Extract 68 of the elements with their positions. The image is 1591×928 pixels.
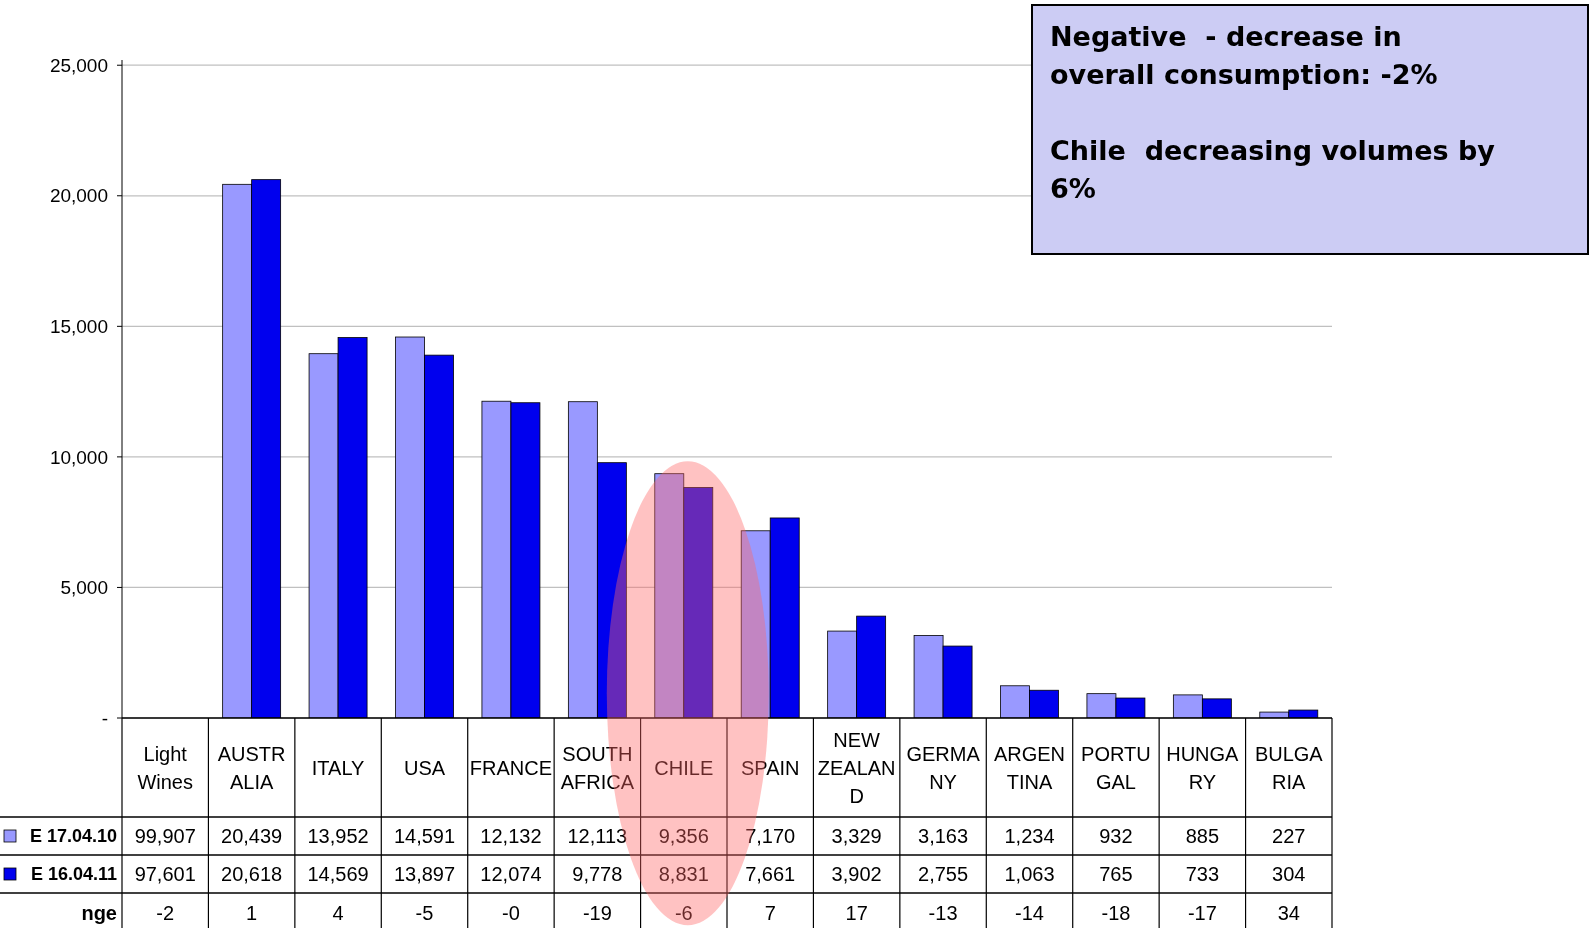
x-tick-label: USA (403, 756, 446, 779)
text: 4 (332, 901, 344, 924)
text: -14 (1015, 901, 1044, 924)
data-label: 1,234 (1004, 825, 1055, 847)
x-tick-label: BULGA RIA (1254, 742, 1324, 793)
text: -13 (928, 901, 958, 924)
text: -2 (156, 901, 175, 924)
x-tick-label: ITALY (311, 756, 365, 779)
data-label: 765 (1099, 863, 1133, 885)
data-label: 12,113 (567, 825, 628, 847)
y-tick-label: 5,000 (60, 577, 108, 599)
data-label: 3,902 (831, 863, 882, 885)
x-tick-label: SOUTH AFRICA (560, 742, 635, 793)
data-label: 885 (1185, 825, 1220, 847)
data-label: 932 (1099, 825, 1133, 847)
x-tick-label: SPAIN (740, 756, 800, 779)
data-label: 733 (1185, 863, 1220, 885)
data-label: 13,952 (307, 825, 369, 847)
data-label: 304 (1272, 863, 1306, 885)
text: -0 (502, 901, 520, 924)
x-tick-label: Light Wines (137, 742, 193, 793)
legend-label: E 17.04.10 (29, 826, 117, 847)
data-label: 9,356 (658, 825, 709, 847)
text: -5 (415, 901, 434, 924)
data-label: 14,569 (307, 863, 369, 885)
x-tick-label: ARGEN TINA (993, 742, 1066, 793)
text: 7 (764, 901, 776, 924)
text: -18 (1101, 901, 1131, 924)
text: 97,601 (134, 863, 196, 885)
data-label: 7,170 (745, 825, 796, 847)
y-tick-label: - (101, 707, 108, 729)
note-box: Negative - decrease in overall consumption: -2% Chile decreasing volumes by 6% (1031, 4, 1589, 255)
data-label: 9,778 (572, 863, 623, 885)
annotation: Chile decreasing volumes by 6% (1050, 135, 1496, 204)
x-tick-label: PORTU GAL (1081, 742, 1151, 793)
data-label: 7,661 (745, 863, 796, 885)
text: -6 (674, 901, 693, 924)
data-label: 12,132 (480, 825, 542, 847)
data-label: 20,618 (221, 863, 283, 885)
annotation: Negative - decrease in overall consumption: -2% (1050, 21, 1438, 90)
text: 34 (1277, 901, 1300, 924)
legend-label: E 16.04.11 (30, 864, 117, 885)
data-label: 14,591 (393, 825, 456, 847)
x-tick-label: NEW ZEALAN D (817, 728, 896, 807)
text: 99,907 (134, 825, 196, 847)
data-label: 2,755 (918, 863, 969, 885)
x-tick-label: CHILE (654, 756, 714, 779)
y-tick-label: 20,000 (49, 185, 108, 207)
text: nge (81, 901, 117, 924)
y-tick-label: 10,000 (49, 446, 108, 468)
text: -17 (1187, 901, 1217, 924)
x-tick-label: HUNGA RY (1166, 742, 1240, 793)
text: 17 (845, 901, 868, 924)
x-tick-label: GERMA NY (906, 742, 981, 793)
data-label: 13,897 (393, 863, 456, 885)
y-tick-label: 25,000 (49, 54, 108, 76)
text: 1 (246, 901, 258, 924)
data-label: 3,329 (831, 825, 882, 847)
x-tick-label: AUSTR ALIA (217, 742, 286, 793)
text: -19 (582, 901, 612, 924)
x-tick-label: FRANCE (469, 756, 553, 779)
y-tick-label: 15,000 (49, 315, 108, 337)
data-label: 3,163 (918, 825, 969, 847)
data-label: 12,074 (480, 863, 542, 885)
data-label: 20,439 (221, 825, 283, 847)
data-label: 227 (1272, 825, 1306, 847)
data-label: 8,831 (658, 863, 709, 885)
data-label: 1,063 (1004, 863, 1055, 885)
